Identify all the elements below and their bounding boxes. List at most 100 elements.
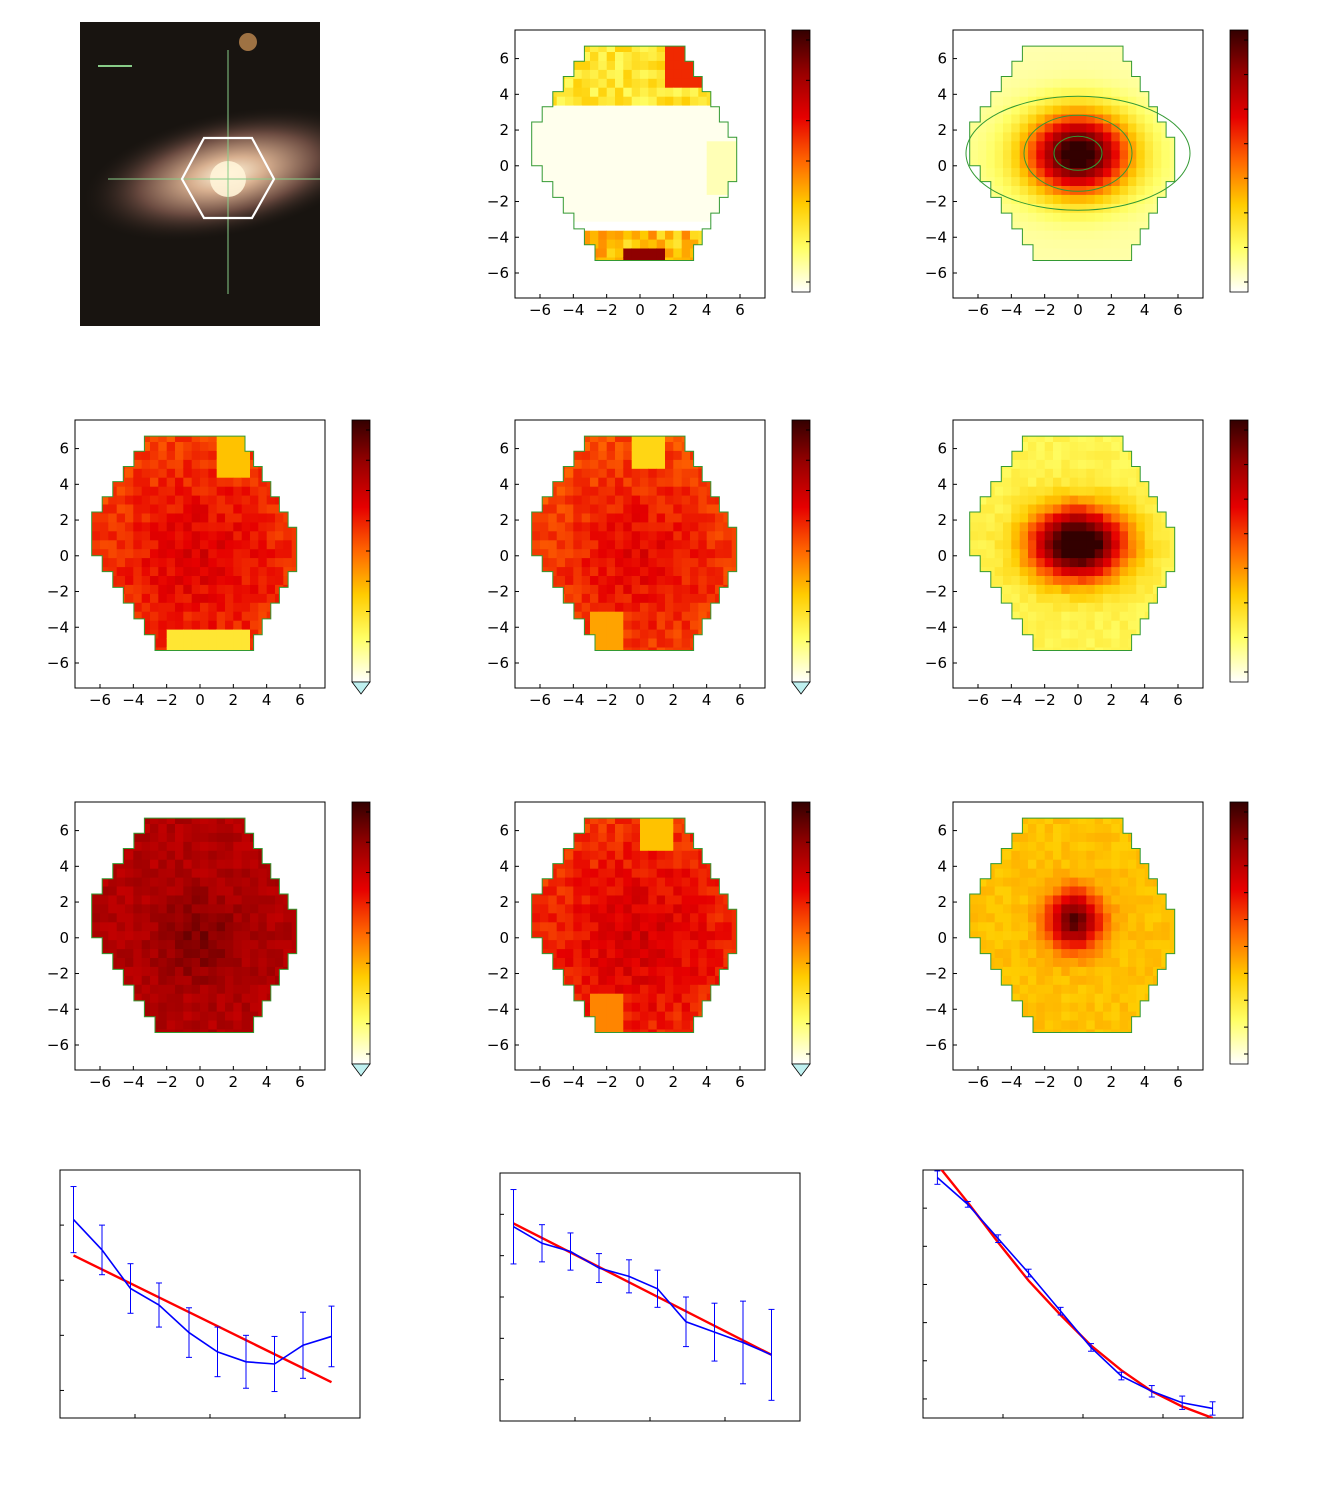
x-tick-label: 6 — [1173, 301, 1183, 319]
x-tick-label: −2 — [156, 1073, 178, 1091]
y-tick-label: −2 — [925, 583, 947, 601]
x-tick-label: −2 — [156, 691, 178, 709]
y-tick-label: 2 — [59, 893, 69, 911]
y-tick-label: −2 — [47, 583, 69, 601]
x-tick-label: 4 — [262, 691, 272, 709]
x-tick-label: −4 — [562, 1073, 584, 1091]
x-tick-label: −4 — [562, 691, 584, 709]
y-tick-label: 0 — [937, 547, 947, 565]
x-tick-label: 4 — [1140, 301, 1150, 319]
x-tick-label: −4 — [122, 691, 144, 709]
y-tick-label: −6 — [487, 1036, 509, 1054]
y-tick-label: 4 — [499, 857, 509, 875]
y-tick-label: 0 — [499, 929, 509, 947]
map-panel-c: −6 −6 −4 −4 −2 −2 0 0 2 2 4 4 6 6 — [925, 29, 1249, 319]
y-tick-label: −2 — [487, 583, 509, 601]
footprint-outline — [969, 817, 1176, 1033]
x-tick-label: 6 — [1173, 691, 1183, 709]
y-tick-label: 4 — [937, 857, 947, 875]
x-tick-label: −4 — [1000, 1073, 1022, 1091]
x-tick-label: 2 — [1107, 301, 1117, 319]
profile-line — [513, 1226, 772, 1356]
map-panel-b: −6 −6 −4 −4 −2 −2 0 0 2 2 4 4 6 6 — [487, 29, 811, 319]
y-tick-label: −4 — [487, 1000, 509, 1018]
fit-line — [72, 1254, 333, 1384]
y-tick-label: 4 — [59, 475, 69, 493]
colorbar-extend-arrow — [351, 681, 371, 695]
y-tick-label: 4 — [499, 85, 509, 103]
y-tick-label: 6 — [937, 50, 947, 68]
x-tick-label: 0 — [1073, 301, 1083, 319]
y-tick-label: −2 — [925, 193, 947, 211]
footprint-outline — [969, 435, 1176, 651]
x-tick-label: 0 — [195, 1073, 205, 1091]
x-tick-label: −2 — [596, 301, 618, 319]
x-tick-label: −2 — [1034, 301, 1056, 319]
x-tick-label: −6 — [529, 301, 551, 319]
y-tick-label: −4 — [47, 1000, 69, 1018]
colorbar — [1229, 801, 1249, 1065]
x-tick-label: 0 — [635, 301, 645, 319]
y-tick-label: 6 — [499, 50, 509, 68]
y-tick-label: 2 — [499, 121, 509, 139]
profile-line — [936, 1177, 1213, 1410]
colorbar-extend-arrow — [791, 1063, 811, 1077]
x-tick-label: −6 — [967, 301, 989, 319]
y-tick-label: −6 — [925, 1036, 947, 1054]
footprint-outline — [531, 817, 738, 1033]
y-tick-label: −6 — [487, 654, 509, 672]
profile-panel-k — [499, 1172, 801, 1422]
x-tick-label: 0 — [195, 691, 205, 709]
y-tick-label: 4 — [59, 857, 69, 875]
x-tick-label: −6 — [529, 691, 551, 709]
y-tick-label: 6 — [499, 822, 509, 840]
x-tick-label: −2 — [1034, 691, 1056, 709]
colorbar — [1229, 29, 1249, 293]
x-tick-label: −4 — [122, 1073, 144, 1091]
x-tick-label: 6 — [735, 1073, 745, 1091]
x-tick-label: 2 — [1107, 691, 1117, 709]
y-tick-label: −6 — [47, 654, 69, 672]
y-tick-label: −4 — [487, 228, 509, 246]
isoflux-contour — [1023, 114, 1133, 192]
y-tick-label: 0 — [59, 547, 69, 565]
y-tick-label: 4 — [937, 85, 947, 103]
y-tick-label: 2 — [59, 511, 69, 529]
y-tick-label: −4 — [925, 228, 947, 246]
axes-frame — [499, 1172, 801, 1422]
y-tick-label: 6 — [937, 440, 947, 458]
x-tick-label: 6 — [295, 691, 305, 709]
x-tick-label: 2 — [229, 1073, 239, 1091]
y-tick-label: 0 — [937, 157, 947, 175]
pmanga-footprint — [180, 136, 276, 220]
footprint-outline — [91, 435, 298, 651]
y-tick-label: −4 — [925, 1000, 947, 1018]
x-tick-label: 2 — [669, 691, 679, 709]
map-panel-d: −6 −6 −4 −4 −2 −2 0 0 2 2 4 4 6 6 — [47, 419, 371, 709]
y-tick-label: 2 — [937, 511, 947, 529]
x-tick-label: 2 — [1107, 1073, 1117, 1091]
x-tick-label: 6 — [295, 1073, 305, 1091]
y-tick-label: −6 — [47, 1036, 69, 1054]
map-panel-i: −6 −6 −4 −4 −2 −2 0 0 2 2 4 4 6 6 — [925, 801, 1249, 1091]
y-tick-label: −4 — [487, 618, 509, 636]
footprint-outline — [531, 435, 738, 651]
x-tick-label: 4 — [702, 301, 712, 319]
x-tick-label: 6 — [1173, 1073, 1183, 1091]
profile-line — [72, 1219, 332, 1365]
x-tick-label: −6 — [89, 691, 111, 709]
y-tick-label: 0 — [499, 547, 509, 565]
y-tick-label: 2 — [499, 893, 509, 911]
y-tick-label: −4 — [925, 618, 947, 636]
x-tick-label: −2 — [1034, 1073, 1056, 1091]
isoflux-contour — [1053, 135, 1103, 171]
x-tick-label: −4 — [1000, 691, 1022, 709]
x-tick-label: 4 — [702, 691, 712, 709]
y-tick-label: 0 — [59, 929, 69, 947]
x-tick-label: 4 — [702, 1073, 712, 1091]
colorbar — [1229, 419, 1249, 683]
map-panel-h: −6 −6 −4 −4 −2 −2 0 0 2 2 4 4 6 6 — [487, 801, 811, 1091]
companion-source — [239, 33, 257, 51]
y-tick-label: 2 — [937, 893, 947, 911]
footprint-outline — [969, 45, 1176, 261]
